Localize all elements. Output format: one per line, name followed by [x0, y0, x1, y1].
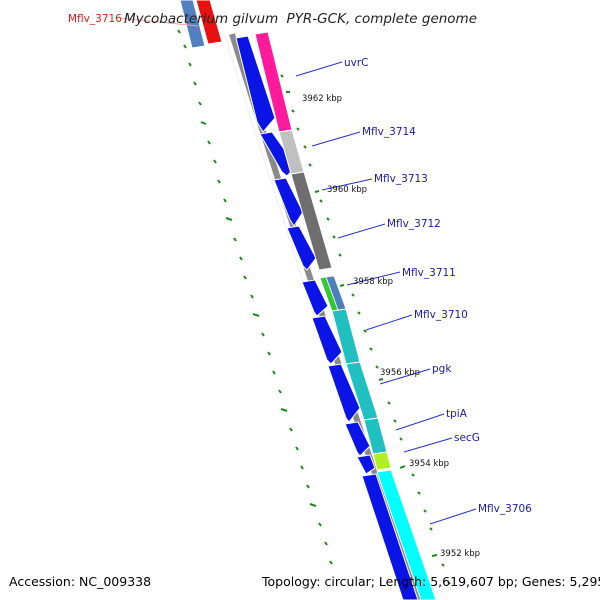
- gene-arrow-mflv3711: [301, 279, 329, 317]
- gene-label-uvrC: uvrC: [344, 57, 369, 69]
- map-title: Mycobacterium gilvum PYR-GCK, complete g…: [124, 11, 477, 27]
- feature-red-mflv3716: [195, 0, 223, 45]
- gene-label-mflv3716: Mflv_3716: [68, 13, 122, 25]
- gene-label-pgk: pgk: [432, 363, 452, 375]
- gene-arrow-mflv3712: [286, 225, 317, 271]
- title-strain: PYR-GCK: [287, 11, 348, 27]
- gene-arrow-mflv3710: [311, 315, 343, 365]
- gene-arrow-pgk: [327, 363, 361, 423]
- scale-label: 3954 kbp: [409, 459, 449, 469]
- gene-label-tpiA: tpiA: [446, 408, 468, 420]
- gene-label-mflv3706: Mflv_3706: [478, 503, 532, 515]
- forward-genes: [235, 35, 419, 600]
- accession-text: Accession: NC_009338: [9, 574, 152, 589]
- label-line-mflv3716: [119, 17, 199, 27]
- title-organism: Mycobacterium gilvum: [124, 11, 278, 27]
- scale-label: 3958 kbp: [353, 277, 393, 287]
- gene-label-mflv3714: Mflv_3714: [362, 126, 416, 138]
- top-features: [119, 0, 223, 49]
- gene-label-secG: secG: [454, 432, 480, 444]
- gene-labels: Mflv_3716 uvrC Mflv_3714 Mflv_3713 Mflv_…: [68, 13, 532, 515]
- cog-mflv3706: [376, 469, 437, 600]
- gene-arrow-mflv3706: [361, 473, 419, 600]
- gene-arrow-uvrC: [235, 35, 276, 133]
- gc-skew-ticks: [177, 29, 333, 565]
- scale-label: 3962 kbp: [302, 94, 342, 104]
- cog-mflv3713: [290, 171, 333, 271]
- scale-label: 3952 kbp: [440, 549, 480, 559]
- gene-label-mflv3710: Mflv_3710: [414, 309, 468, 321]
- label-leaders: [295, 61, 477, 525]
- feature-blue-top: [179, 0, 206, 49]
- gene-label-mflv3713: Mflv_3713: [374, 173, 428, 185]
- scale-label: 3960 kbp: [327, 185, 367, 195]
- scale-labels: 3962 kbp 3960 kbp 3958 kbp 3956 kbp 3954…: [302, 94, 480, 559]
- gene-label-mflv3711: Mflv_3711: [402, 267, 456, 279]
- gene-arrow-tpiA: [344, 421, 371, 457]
- gene-label-mflv3712: Mflv_3712: [387, 218, 441, 230]
- scale-label: 3956 kbp: [380, 368, 420, 378]
- cog-features: [254, 31, 437, 600]
- gene-arrow-mflv3713: [273, 177, 304, 227]
- genome-stats-text: Topology: circular; Length: 5,619,607 bp…: [262, 574, 600, 589]
- cog-secG: [372, 451, 392, 471]
- ruler-dots: [280, 74, 451, 585]
- title-suffix: , complete genome: [346, 11, 477, 27]
- gene-arrow-secG: [356, 454, 376, 475]
